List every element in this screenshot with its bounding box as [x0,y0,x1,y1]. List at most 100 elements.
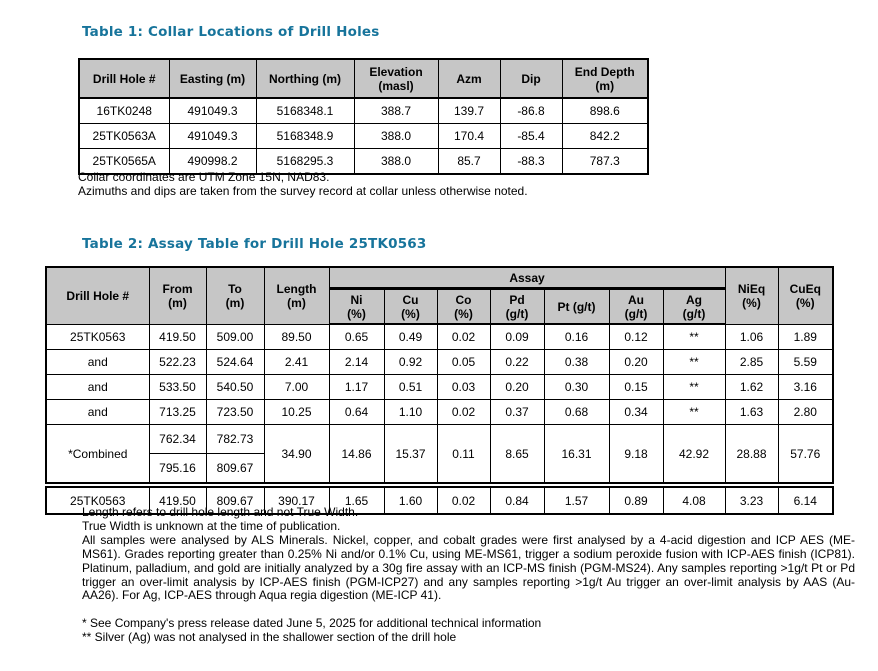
col-header-ag: Ag (g/t) [662,288,726,325]
cu-cell: 1.10 [383,399,438,425]
drill-hole-cell: 16TK0248 [78,97,170,124]
table-row: 16TK0248 491049.3 5168348.1 388.7 139.7 … [78,97,649,124]
col-header-nieq: NiEq (%) [724,266,779,325]
to-cell: 809.67 [205,453,265,484]
drill-hole-cell: and [45,349,150,375]
cueq-cell: 6.14 [777,486,834,515]
nieq-cell: 28.88 [724,424,779,484]
from-cell: 522.23 [148,349,207,375]
table-row: 25TK0563A 491049.3 5168348.9 388.0 170.4… [78,123,649,149]
col-header-azm: Azm [437,58,501,99]
to-cell: 509.00 [205,323,265,350]
col-header-assay-group: Assay [328,266,726,290]
pt-cell: 16.31 [543,424,610,484]
nieq-cell: 3.23 [724,486,779,515]
collar-table: Drill Hole # Easting (m) Northing (m) El… [78,58,649,175]
ni-cell: 0.64 [328,399,385,425]
method-note: All samples were analysed by ALS Mineral… [82,532,855,603]
length-cell: 390.17 [263,486,330,515]
ni-cell: 0.65 [328,323,385,350]
pt-cell: 0.38 [543,349,610,375]
combined-row-2: 795.16 809.67 [46,453,833,484]
table-row: and 522.23 524.64 2.41 2.14 0.92 0.05 0.… [45,349,834,375]
drill-hole-cell: 25TK0563 [45,486,150,515]
cu-cell: 1.60 [383,486,438,515]
co-cell: 0.02 [436,486,491,515]
from-cell: 419.50 [148,486,207,515]
assay-header-row-1: Drill Hole # From (m) To (m) Length (m) … [45,266,834,325]
ni-cell: 1.65 [328,486,385,515]
table2-title: Table 2: Assay Table for Drill Hole 25TK… [82,236,427,252]
assay-table-footnotes: Length refers to drill hole length and n… [82,505,855,645]
drill-hole-cell: 25TK0563A [78,123,170,149]
co-cell: 0.02 [436,323,491,350]
pt-cell: 0.30 [543,374,610,400]
au-cell: 0.89 [608,486,664,515]
ag-cell: ** [662,349,726,375]
table-row: and 713.25 723.50 10.25 0.64 1.10 0.02 0… [45,399,834,425]
azm-cell: 139.7 [437,97,501,124]
easting-cell: 491049.3 [168,123,257,149]
assay-table: Drill Hole # From (m) To (m) Length (m) … [45,266,834,484]
length-cell: 10.25 [263,399,330,425]
length-cell: 34.90 [263,424,330,484]
co-cell: 0.02 [436,399,491,425]
col-header-cu: Cu (%) [383,288,438,325]
elevation-cell: 388.7 [353,97,439,124]
azm-cell: 85.7 [437,148,501,175]
pd-cell: 0.22 [489,349,545,375]
nieq-cell: 2.85 [724,349,779,375]
table-row: 25TK0563 419.50 509.00 89.50 0.65 0.49 0… [45,323,834,350]
to-cell: 524.64 [205,349,265,375]
col-header-easting: Easting (m) [168,58,257,99]
co-cell: 0.05 [436,349,491,375]
assay-total-table: 25TK0563 419.50 809.67 390.17 1.65 1.60 … [45,486,834,515]
note-line: Azimuths and dips are taken from the sur… [78,183,528,198]
footnote-star: * See Company's press release dated June… [82,616,542,631]
pd-cell: 8.65 [489,424,545,484]
col-header-elevation: Elevation (masl) [353,58,439,99]
col-header-dip: Dip [499,58,563,99]
pd-cell: 0.84 [489,486,545,515]
au-cell: 0.20 [608,349,664,375]
easting-cell: 491049.3 [168,97,257,124]
pd-cell: 0.37 [489,399,545,425]
footnote-double-star: ** Silver (Ag) was not analysed in the s… [82,630,457,645]
end-depth-cell: 787.3 [561,148,649,175]
dip-cell: -86.8 [499,97,563,124]
pt-cell: 0.16 [543,323,610,350]
combined-row-1: *Combined 762.34 782.73 34.90 14.86 15.3… [45,424,834,484]
co-cell: 0.11 [436,424,491,484]
ni-cell: 14.86 [328,424,385,484]
cu-cell: 0.49 [383,323,438,350]
pt-cell: 0.68 [543,399,610,425]
nieq-cell: 1.62 [724,374,779,400]
au-cell: 0.12 [608,323,664,350]
col-header-drill-hole: Drill Hole # [78,58,170,99]
cu-cell: 0.92 [383,349,438,375]
pd-cell: 0.09 [489,323,545,350]
end-depth-cell: 898.6 [561,97,649,124]
drill-hole-cell: 25TK0563 [45,323,150,350]
assay-table-wrap: Drill Hole # From (m) To (m) Length (m) … [45,266,834,515]
note-line: Collar coordinates are UTM Zone 15N, NAD… [78,170,330,184]
northing-cell: 5168348.1 [255,97,355,124]
ag-cell: 4.08 [662,486,726,515]
drill-hole-cell: and [45,374,150,400]
from-cell: 795.16 [148,453,207,484]
col-header-pt: Pt (g/t) [543,288,610,325]
pd-cell: 0.20 [489,374,545,400]
cueq-cell: 3.16 [777,374,834,400]
azm-cell: 170.4 [437,123,501,149]
col-header-co: Co (%) [436,288,491,325]
to-cell: 809.67 [205,486,265,515]
collar-header-row: Drill Hole # Easting (m) Northing (m) El… [78,58,649,99]
nieq-cell: 1.06 [724,323,779,350]
to-cell: 540.50 [205,374,265,400]
col-header-end-depth: End Depth (m) [561,58,649,99]
au-cell: 0.15 [608,374,664,400]
cu-cell: 15.37 [383,424,438,484]
drill-hole-cell: 25TK0565A [78,148,170,175]
drill-hole-cell: *Combined [45,424,150,484]
